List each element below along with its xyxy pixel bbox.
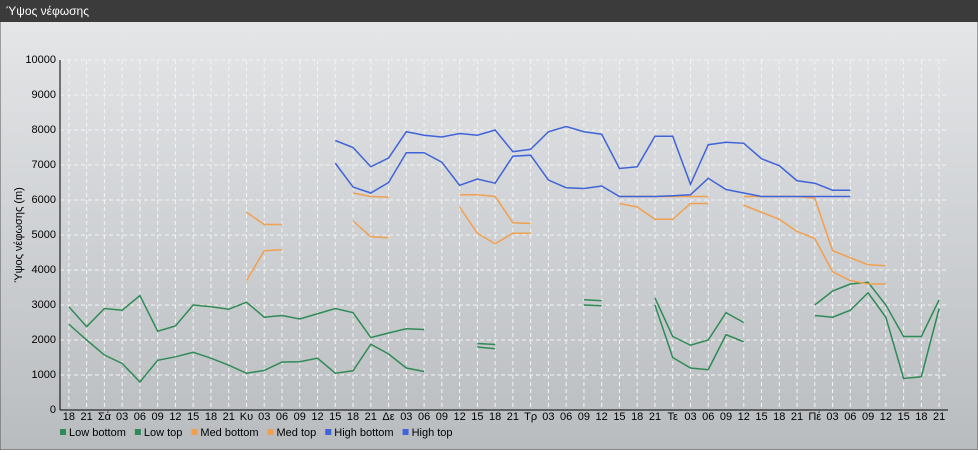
x-tick-label: 21 — [223, 411, 235, 423]
x-tick-label: Τε — [668, 411, 679, 423]
y-tick-label: 9000 — [32, 89, 56, 101]
y-tick-label: 3000 — [32, 299, 56, 311]
series-line — [68, 291, 940, 384]
x-tick-label: 21 — [791, 411, 803, 423]
x-tick-label: 18 — [631, 411, 643, 423]
y-tick-label: 5000 — [32, 229, 56, 241]
x-tick-label: 12 — [738, 411, 750, 423]
legend-swatch — [134, 429, 141, 435]
legend-swatch — [325, 429, 332, 435]
header-bar — [0, 0, 978, 22]
x-tick-label: 09 — [294, 411, 306, 423]
y-tick-label: 0 — [50, 404, 56, 416]
y-tick-label: 2000 — [32, 334, 56, 346]
legend-swatch — [402, 429, 409, 435]
x-tick-label: 18 — [63, 411, 75, 423]
x-tick-label: 18 — [773, 411, 785, 423]
x-tick-label: 15 — [329, 411, 341, 423]
x-tick-label: 21 — [81, 411, 93, 423]
x-tick-label: 06 — [560, 411, 572, 423]
x-tick-label: 15 — [613, 411, 625, 423]
x-tick-label: 12 — [880, 411, 892, 423]
x-tick-label: 06 — [134, 411, 146, 423]
y-tick-label: 1000 — [32, 369, 56, 381]
x-tick-label: 03 — [542, 411, 554, 423]
x-tick-label: 09 — [862, 411, 874, 423]
x-tick-label: Σά — [98, 411, 112, 423]
x-tick-label: 12 — [169, 411, 181, 423]
x-tick-label: 21 — [365, 411, 377, 423]
x-tick-label: 21 — [933, 411, 945, 423]
x-tick-label: 09 — [578, 411, 590, 423]
x-tick-label: 12 — [453, 411, 465, 423]
x-tick-label: 18 — [205, 411, 217, 423]
x-tick-label: 15 — [471, 411, 483, 423]
header-title: Ύψος νέφωσης — [6, 4, 89, 18]
x-tick-label: 09 — [720, 411, 732, 423]
series-line — [335, 125, 851, 191]
x-tick-label: 03 — [116, 411, 128, 423]
x-tick-label: Κυ — [240, 411, 253, 423]
legend-label: Low top — [144, 427, 183, 439]
x-tick-label: 06 — [418, 411, 430, 423]
y-tick-label: 10000 — [25, 54, 56, 66]
x-tick-label: 15 — [187, 411, 199, 423]
x-tick-label: 03 — [684, 411, 696, 423]
x-tick-label: 21 — [507, 411, 519, 423]
series-line — [334, 152, 851, 198]
x-tick-label: 06 — [844, 411, 856, 423]
series-line — [246, 192, 886, 267]
x-tick-label: 15 — [755, 411, 767, 423]
x-tick-label: 09 — [436, 411, 448, 423]
legend-label: Med top — [277, 427, 317, 439]
y-tick-label: 8000 — [32, 124, 56, 136]
x-tick-label: Δε — [382, 411, 394, 423]
x-tick-label: 06 — [702, 411, 714, 423]
legend-swatch — [267, 429, 274, 435]
y-tick-label: 7000 — [32, 159, 56, 171]
x-tick-label: 18 — [489, 411, 501, 423]
x-tick-label: 18 — [347, 411, 359, 423]
x-tick-label: 12 — [596, 411, 608, 423]
x-tick-label: 09 — [152, 411, 164, 423]
series-line — [245, 202, 886, 285]
x-tick-label: 06 — [276, 411, 288, 423]
legend-label: Med bottom — [200, 427, 258, 439]
y-tick-label: 6000 — [32, 194, 56, 206]
x-tick-label: Τρ — [524, 411, 537, 423]
x-tick-label: 03 — [258, 411, 270, 423]
legend-swatch — [60, 429, 66, 435]
legend-label: High bottom — [334, 427, 393, 439]
x-tick-label: 03 — [400, 411, 412, 423]
x-tick-label: 15 — [897, 411, 909, 423]
legend-label: Low bottom — [69, 427, 126, 439]
x-tick-label: 03 — [826, 411, 838, 423]
y-axis-label: Ύψος νέφωσης (m) — [13, 187, 25, 283]
x-tick-label: 18 — [915, 411, 927, 423]
x-tick-label: 21 — [649, 411, 661, 423]
x-tick-label: Πέ — [808, 411, 821, 423]
series-line — [68, 281, 940, 347]
y-tick-label: 4000 — [32, 264, 56, 276]
legend-label: High top — [412, 427, 453, 439]
legend-swatch — [191, 429, 198, 435]
x-tick-label: 12 — [311, 411, 323, 423]
